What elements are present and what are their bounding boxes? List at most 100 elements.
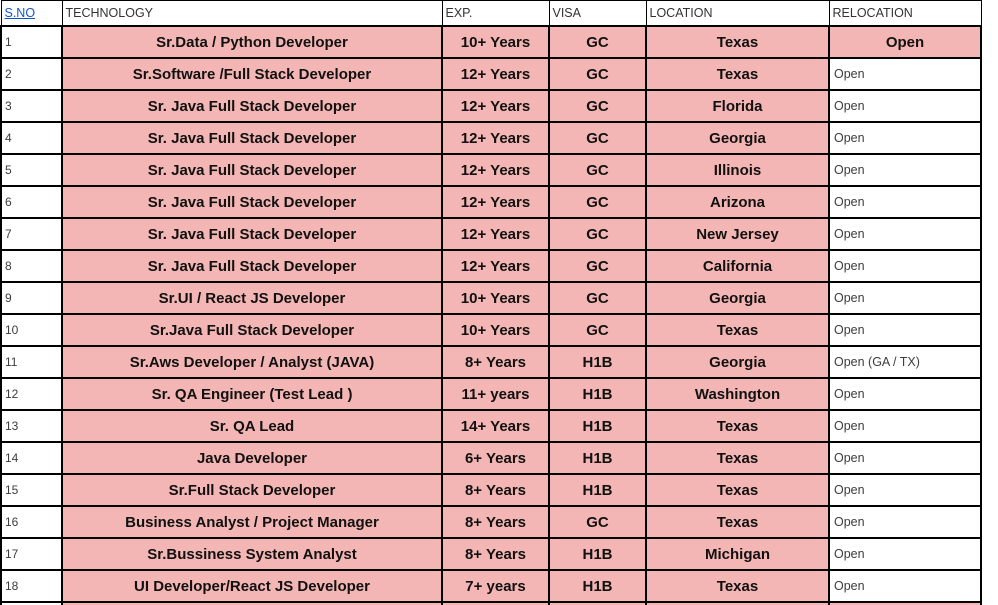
location-cell: Texas [645, 409, 830, 443]
relocation-header: RELOCATION [828, 0, 982, 27]
relocation-cell: Open [828, 153, 982, 187]
relocation-cell: Open [828, 441, 982, 475]
location-header: LOCATION [645, 0, 830, 27]
sno-cell: 19 [0, 601, 63, 605]
visa-header: VISA [548, 0, 647, 27]
table-row: 9 Sr.UI / React JS Developer 10+ Years G… [0, 281, 982, 315]
experience-cell: 6+ Years [441, 441, 550, 475]
relocation-cell: Open [828, 473, 982, 507]
table-row: 12 Sr. QA Engineer (Test Lead ) 11+ year… [0, 377, 982, 411]
experience-cell: 12+ Years [441, 57, 550, 91]
technology-cell: Sr. Java Full Stack Developer [61, 121, 443, 155]
table-row: 17 Sr.Bussiness System Analyst 8+ Years … [0, 537, 982, 571]
sno-cell: 12 [0, 377, 63, 411]
location-cell: Georgia [645, 281, 830, 315]
sno-cell: 8 [0, 249, 63, 283]
table-row: 5 Sr. Java Full Stack Developer 12+ Year… [0, 153, 982, 187]
experience-cell: 10+ Years [441, 281, 550, 315]
table-row: 18 UI Developer/React JS Developer 7+ ye… [0, 569, 982, 603]
experience-cell: 10+ Years [441, 25, 550, 59]
table-row: 3 Sr. Java Full Stack Developer 12+ Year… [0, 89, 982, 123]
location-cell: Georgia [645, 345, 830, 379]
experience-cell: 12+ Years [441, 249, 550, 283]
location-cell: Georgia [645, 121, 830, 155]
technology-cell: Sr. Java Full Stack Developer [61, 185, 443, 219]
technology-cell: UI Developer / React Engineer [61, 601, 443, 605]
technology-cell: Sr. QA Lead [61, 409, 443, 443]
location-cell: Michigan [645, 537, 830, 571]
sno-header-link[interactable]: S.NO [4, 6, 36, 20]
technology-cell: Sr.Data / Python Developer [61, 25, 443, 59]
relocation-cell: Open [828, 281, 982, 315]
experience-cell: 11+ years [441, 377, 550, 411]
sno-cell: 13 [0, 409, 63, 443]
visa-cell: GC [548, 505, 647, 539]
relocation-cell: Open [828, 505, 982, 539]
relocation-cell: Open [828, 409, 982, 443]
sno-cell: 17 [0, 537, 63, 571]
table-row: 10 Sr.Java Full Stack Developer 10+ Year… [0, 313, 982, 347]
visa-cell: GC [548, 57, 647, 91]
visa-cell: H1B [548, 441, 647, 475]
experience-cell: 14+ Years [441, 409, 550, 443]
technology-cell: Business Analyst / Project Manager [61, 505, 443, 539]
table-row: 1 Sr.Data / Python Developer 10+ Years G… [0, 25, 982, 59]
visa-cell: H1B [548, 473, 647, 507]
sno-cell: 5 [0, 153, 63, 187]
sno-cell: 3 [0, 89, 63, 123]
experience-cell: 7+ Years [441, 601, 550, 605]
table-row: 8 Sr. Java Full Stack Developer 12+ Year… [0, 249, 982, 283]
experience-cell: 10+ Years [441, 313, 550, 347]
experience-cell: 12+ Years [441, 89, 550, 123]
table-row: 15 Sr.Full Stack Developer 8+ Years H1B … [0, 473, 982, 507]
technology-cell: Sr.Java Full Stack Developer [61, 313, 443, 347]
experience-cell: 8+ Years [441, 505, 550, 539]
sno-cell: 14 [0, 441, 63, 475]
technology-cell: Sr. QA Engineer (Test Lead ) [61, 377, 443, 411]
experience-cell: 8+ Years [441, 537, 550, 571]
visa-cell: GC [548, 249, 647, 283]
visa-cell: H1B [548, 377, 647, 411]
exp-header: EXP. [441, 0, 550, 27]
technology-cell: Sr.Bussiness System Analyst [61, 537, 443, 571]
sno-cell: 9 [0, 281, 63, 315]
relocation-cell: Open [828, 249, 982, 283]
relocation-cell: Open [828, 89, 982, 123]
visa-cell: H1B [548, 409, 647, 443]
location-cell: Texas [645, 473, 830, 507]
relocation-cell: Open [828, 377, 982, 411]
experience-cell: 8+ Years [441, 345, 550, 379]
sno-cell: 4 [0, 121, 63, 155]
experience-cell: 8+ Years [441, 473, 550, 507]
sno-cell: 15 [0, 473, 63, 507]
visa-cell: GC [548, 217, 647, 251]
visa-cell: H1B [548, 345, 647, 379]
header-row: S.NO TECHNOLOGY EXP. VISA LOCATION RELOC… [0, 0, 982, 27]
table-row: 7 Sr. Java Full Stack Developer 12+ Year… [0, 217, 982, 251]
experience-cell: 12+ Years [441, 217, 550, 251]
sno-cell: 1 [0, 25, 63, 59]
visa-cell: GC [548, 185, 647, 219]
technology-cell: Sr.UI / React JS Developer [61, 281, 443, 315]
table-row: 6 Sr. Java Full Stack Developer 12+ Year… [0, 185, 982, 219]
table-body: 1 Sr.Data / Python Developer 10+ Years G… [0, 25, 982, 605]
location-cell: Texas [645, 505, 830, 539]
table-row: 11 Sr.Aws Developer / Analyst (JAVA) 8+ … [0, 345, 982, 379]
technology-cell: Sr.Aws Developer / Analyst (JAVA) [61, 345, 443, 379]
sno-cell: 2 [0, 57, 63, 91]
sno-header: S.NO [0, 0, 63, 27]
visa-cell: GC [548, 25, 647, 59]
relocation-cell: Open [828, 121, 982, 155]
table-row: 2 Sr.Software /Full Stack Developer 12+ … [0, 57, 982, 91]
relocation-cell: Open (GA / TX) [828, 345, 982, 379]
technology-header: TECHNOLOGY [61, 0, 443, 27]
relocation-cell: Open [828, 185, 982, 219]
location-cell: Texas [645, 441, 830, 475]
relocation-cell: Open [828, 25, 982, 59]
location-cell: Washington [645, 377, 830, 411]
technology-cell: Java Developer [61, 441, 443, 475]
relocation-cell: Open [828, 537, 982, 571]
sno-cell: 11 [0, 345, 63, 379]
visa-cell: H1B [548, 569, 647, 603]
